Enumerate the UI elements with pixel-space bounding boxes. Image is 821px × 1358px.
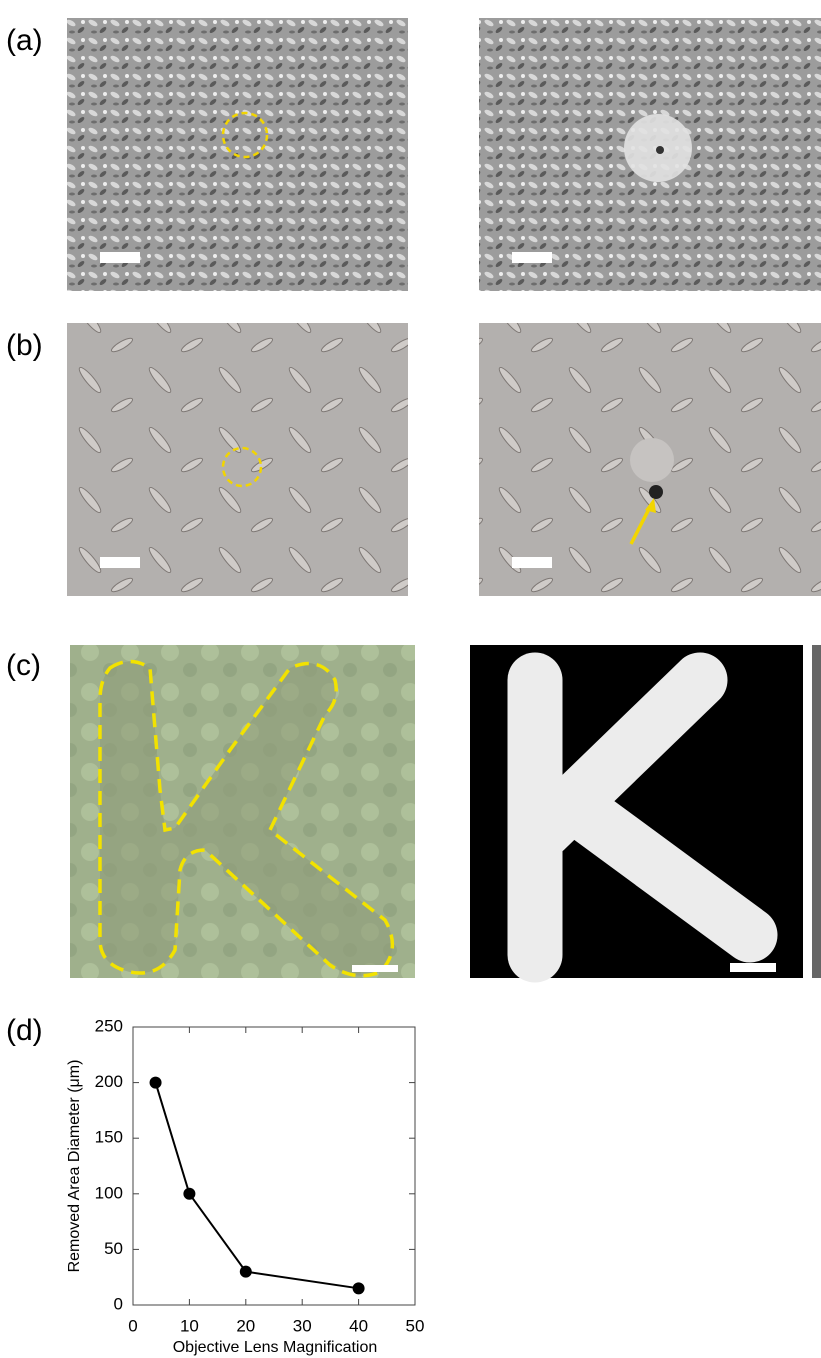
y-tick-label: 50 — [104, 1239, 123, 1258]
chart: Objective Lens Magnification Removed Are… — [66, 1016, 424, 1356]
y-tick-label: 0 — [114, 1294, 123, 1313]
x-tick-label: 40 — [349, 1316, 368, 1335]
x-tick-label: 10 — [180, 1316, 199, 1335]
x-tick-label: 50 — [406, 1316, 425, 1335]
removed-area — [630, 438, 674, 482]
panel-label: (b) — [6, 329, 43, 362]
scale-bar — [512, 252, 552, 263]
scale-bar — [352, 965, 398, 972]
data-point — [353, 1282, 365, 1294]
panel-label: (c) — [6, 649, 41, 682]
y-tick-label: 250 — [95, 1016, 123, 1035]
data-point — [183, 1188, 195, 1200]
scale-bar — [512, 557, 552, 568]
removed-cell — [649, 485, 663, 499]
removed-cell — [656, 146, 664, 154]
plot-frame — [133, 1027, 415, 1305]
x-tick-label: 20 — [236, 1316, 255, 1335]
x-tick-label: 0 — [128, 1316, 137, 1335]
data-point — [240, 1266, 252, 1278]
y-axis-label: Removed Area Diameter (μm) — [66, 1060, 83, 1273]
scale-bar — [100, 557, 140, 568]
micrograph — [67, 323, 408, 596]
y-tick-label: 200 — [95, 1072, 123, 1091]
x-axis-label: Objective Lens Magnification — [173, 1339, 378, 1356]
y-tick-label: 150 — [95, 1128, 123, 1147]
scale-bar — [100, 252, 140, 263]
color-bar — [812, 645, 821, 978]
figure: (a) (b) (c) (d) Objective Lens Magnifica… — [0, 0, 821, 1358]
scale-bar — [730, 963, 776, 972]
panel-label: (a) — [6, 24, 43, 57]
panel-label: (d) — [6, 1014, 43, 1047]
data-point — [150, 1077, 162, 1089]
data-line — [156, 1083, 359, 1289]
y-tick-label: 100 — [95, 1183, 123, 1202]
x-tick-label: 30 — [293, 1316, 312, 1335]
